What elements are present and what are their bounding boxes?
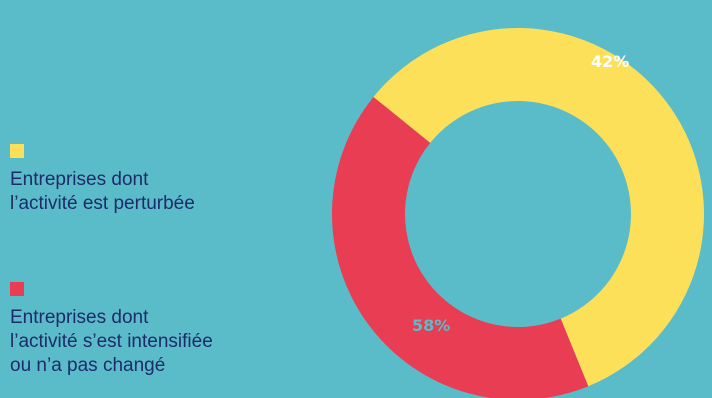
- legend-label: Entreprises dont l’activité est perturbé…: [10, 169, 195, 214]
- slice-percent-label: 58%: [412, 316, 450, 335]
- legend-label: Entreprises dont l’activité s’est intens…: [10, 307, 213, 376]
- legend-item-intensifiee: Entreprises dont l’activité s’est intens…: [10, 282, 310, 378]
- legend-swatch-yellow: [10, 144, 24, 158]
- donut-slice-0: [373, 27, 704, 387]
- legend-swatch-red: [10, 282, 24, 296]
- donut-slice-1: [332, 96, 589, 398]
- legend-item-perturbee: Entreprises dont l’activité est perturbé…: [10, 144, 310, 216]
- slice-percent-label: 42%: [591, 52, 629, 71]
